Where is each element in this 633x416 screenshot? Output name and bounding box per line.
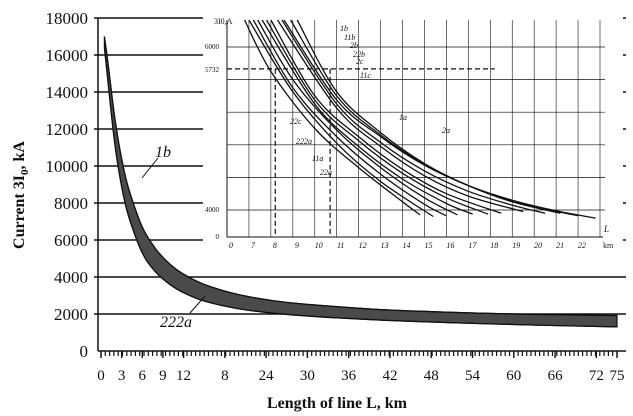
- inset-y-tick-5732: 5732: [205, 66, 220, 74]
- main-y-tick-label: 0: [80, 342, 89, 361]
- inset-series-label-222a: 222a: [296, 137, 312, 146]
- leader-1b: [141, 157, 159, 179]
- inset-x-tick-label: 18: [490, 241, 498, 250]
- main-x-tick-label: 42: [382, 368, 397, 384]
- main-x-tick-label: 24: [259, 368, 275, 384]
- y-axis-label-main: Current 3I: [11, 175, 28, 249]
- main-x-tick-label: 6: [139, 368, 147, 384]
- inset-x-tick-label: 16: [446, 241, 454, 250]
- inset-x-tick-label: 7: [251, 241, 256, 250]
- inset-curve-11c: [270, 19, 502, 214]
- inset-series-label-2c: 2c: [356, 57, 364, 66]
- inset-series-label-11c: 11c: [360, 71, 371, 80]
- inset-x-tick-label: 22: [578, 241, 586, 250]
- main-y-tick-label: 10000: [46, 157, 89, 176]
- inset-series-label-22b: 22b: [353, 50, 365, 59]
- inset-series-label-11a: 11a: [312, 154, 323, 163]
- inset-series-label-2a: 2a: [442, 126, 450, 135]
- main-y-tick-label: 4000: [54, 268, 88, 287]
- inset-x-tick-label: 15: [424, 241, 432, 250]
- main-x-tick-label: 12: [176, 368, 191, 384]
- main-y-tick-label: 18000: [46, 9, 89, 28]
- inset-x-tick-label: 10: [315, 241, 323, 250]
- inset-curve-2b: [281, 19, 546, 214]
- main-x-tick-label: 9: [159, 368, 167, 384]
- inset-y-tick-6000: 6000: [205, 43, 220, 51]
- inset-x-tick-label: 9: [295, 241, 299, 250]
- main-y-tick-label: 14000: [46, 83, 89, 102]
- inset-x-tick-label: 17: [468, 241, 477, 250]
- inset-y-axis-label: 3I0,A: [214, 17, 233, 26]
- inset-curve-22a: [248, 19, 434, 218]
- main-x-tick-label: 75: [610, 368, 625, 384]
- inset-curve-22c: [265, 19, 489, 215]
- main-chart: 0200040006000800010000120001400016000180…: [11, 9, 626, 412]
- y-axis-label-unit: , kA: [11, 141, 28, 170]
- inset-series-label-2b: 2b: [350, 41, 358, 50]
- x-axis-label: Length of line L, km: [267, 395, 408, 412]
- inset-curve-222a: [244, 19, 421, 216]
- inset-x-tick-label: 13: [381, 241, 389, 250]
- inset-reference-lines: [227, 68, 495, 237]
- main-y-tick-label: 6000: [54, 231, 88, 250]
- main-x-tick-label: 48: [424, 368, 439, 384]
- inset-x-tick-label: 21: [556, 241, 564, 250]
- main-x-tick-label: 3: [118, 368, 126, 384]
- series-label-1b: 1b: [155, 144, 171, 161]
- inset-background: [203, 14, 623, 260]
- inset-x-axis-name: L: [603, 224, 609, 234]
- inset-curve-2a: [257, 19, 458, 216]
- inset-x-tick-label: 19: [512, 241, 520, 250]
- leader-222a: [189, 295, 206, 314]
- main-x-minor-ticks: [100, 351, 618, 356]
- inset-curve-22b: [296, 19, 561, 214]
- main-x-tick-label: 0: [97, 368, 105, 384]
- main-x-tick-label: 54: [465, 368, 481, 384]
- inset-series-label-22c: 22c: [290, 117, 302, 126]
- main-x-tick-label: 72: [589, 368, 604, 384]
- inset-y-tick-0: 0: [216, 233, 220, 241]
- inset-x-tick-label: 11: [337, 241, 344, 250]
- inset-curve-2c: [276, 19, 524, 213]
- inset-y-tick-4000: 4000: [205, 206, 220, 214]
- inset-series-label-11b: 11b: [344, 33, 355, 42]
- main-x-tick-label: 66: [548, 368, 564, 384]
- y-axis-label-sub: 0: [19, 169, 31, 175]
- inset-x-tick-label: 12: [359, 241, 367, 250]
- inset-series-label-1b: 1b: [340, 24, 348, 33]
- main-x-tick-labels: 0 3 6 9 12 8 24 30 36 42 48 54 60 66 72 75: [97, 351, 625, 384]
- inset-x-axis-unit: km: [603, 241, 614, 250]
- inset-series-label-1a: 1a: [399, 113, 407, 122]
- inset-x-tick-label: 8: [273, 241, 277, 250]
- inset-curve-1a: [261, 19, 473, 215]
- series-label-222a: 222a: [160, 314, 192, 331]
- main-y-tick-label: 8000: [54, 194, 88, 213]
- inset-x-tick-label: 0: [229, 241, 233, 250]
- inset-x-tick-labels: 0 7 8 9 10 11 12 13 14 15 16 17 18 19 20 21 22: [229, 241, 586, 250]
- main-y-tick-label: 12000: [46, 120, 89, 139]
- main-y-tick-labels: 0 2000 4000 6000 8000 10000 12000 14000 16000 180…: [46, 9, 89, 361]
- inset-x-tick-label: 20: [534, 241, 542, 250]
- series-line-1b: [103, 36, 618, 317]
- main-x-tick-label: 8: [221, 368, 229, 384]
- main-x-tick-label: 30: [300, 368, 315, 384]
- series-line-222a: [103, 47, 618, 328]
- inset-series-label-22a: 22a: [320, 168, 332, 177]
- inset-x-tick-label: 14: [403, 241, 411, 250]
- main-x-tick-label: 60: [506, 368, 521, 384]
- main-x-tick-label: 36: [341, 368, 357, 384]
- main-y-tick-label: 16000: [46, 46, 89, 65]
- main-y-tick-label: 2000: [54, 305, 88, 324]
- inset-curve-11a: [252, 19, 447, 217]
- y-axis-label: Current 3I0, kA: [11, 141, 31, 249]
